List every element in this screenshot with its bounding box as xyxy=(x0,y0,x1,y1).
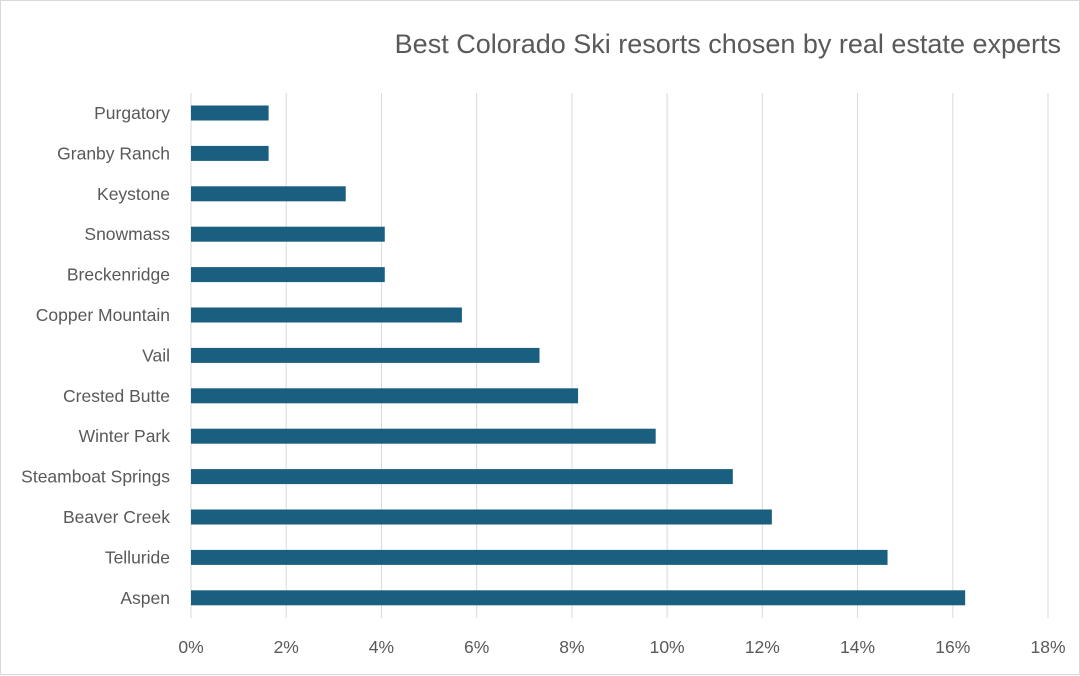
category-label: Beaver Creek xyxy=(63,507,170,527)
bar xyxy=(191,347,540,363)
bar xyxy=(191,549,888,565)
category-label: Copper Mountain xyxy=(36,305,170,325)
x-tick-label: 4% xyxy=(369,637,394,657)
category-labels: Purgatory Granby Ranch Keystone Snowmass Bre… xyxy=(21,103,170,608)
x-tick-label: 2% xyxy=(274,637,299,657)
category-label: Purgatory xyxy=(94,103,170,123)
category-label: Breckenridge xyxy=(67,265,170,285)
bar xyxy=(191,226,385,242)
x-tick-label: 12% xyxy=(745,637,780,657)
x-axis-tick-labels: 0% 2% 4% 6% 8% 10% 12% 14% 16% 18% xyxy=(178,637,1065,657)
category-label: Vail xyxy=(142,345,170,365)
bar xyxy=(191,469,733,485)
x-tick-label: 18% xyxy=(1030,637,1065,657)
bar xyxy=(191,267,385,283)
x-tick-label: 16% xyxy=(935,637,970,657)
category-label: Granby Ranch xyxy=(57,143,170,163)
bar xyxy=(191,428,656,444)
bar xyxy=(191,590,966,606)
bar xyxy=(191,145,269,161)
bar xyxy=(191,509,772,525)
bar xyxy=(191,186,346,202)
x-tick-label: 10% xyxy=(650,637,685,657)
category-label: Steamboat Springs xyxy=(21,467,170,487)
bars xyxy=(191,105,966,606)
category-label: Aspen xyxy=(120,588,170,608)
category-label: Winter Park xyxy=(79,426,171,446)
x-tick-label: 8% xyxy=(559,637,584,657)
chart-title: Best Colorado Ski resorts chosen by real… xyxy=(394,29,1061,59)
category-label: Crested Butte xyxy=(63,386,170,406)
category-label: Keystone xyxy=(97,184,170,204)
bar xyxy=(191,105,269,121)
x-tick-label: 14% xyxy=(840,637,875,657)
x-tick-label: 6% xyxy=(464,637,489,657)
category-label: Snowmass xyxy=(84,224,170,244)
x-tick-label: 0% xyxy=(178,637,203,657)
bar xyxy=(191,307,462,323)
category-label: Telluride xyxy=(105,547,170,567)
bar xyxy=(191,388,579,404)
